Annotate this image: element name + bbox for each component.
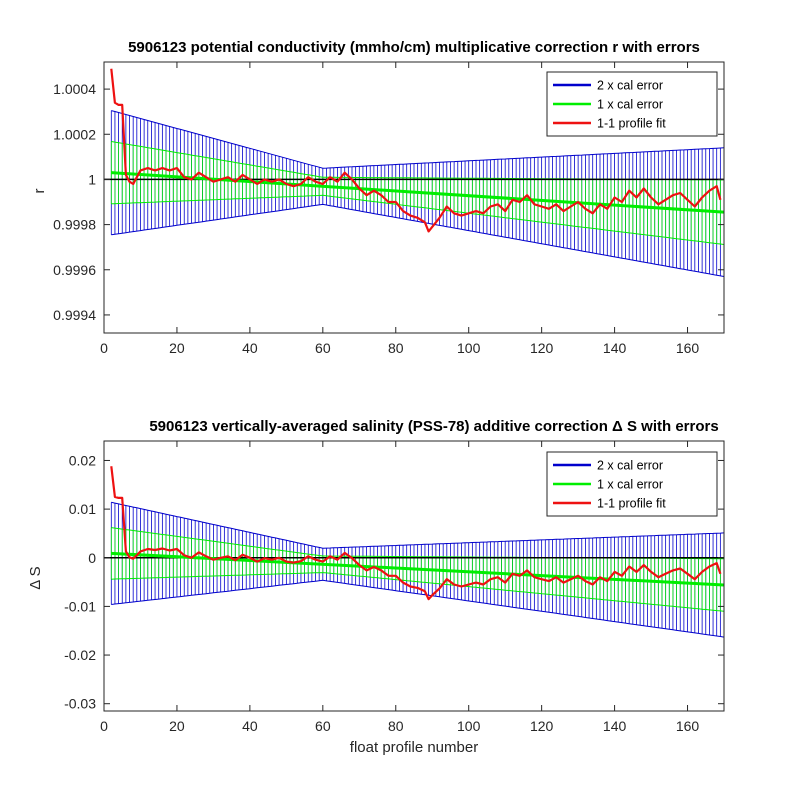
x-tick-label: 80 [388, 718, 404, 734]
x-tick-label: 20 [169, 340, 185, 356]
y-tick-label: 0.9994 [53, 307, 96, 323]
y-tick-label: 0 [88, 550, 96, 566]
x-tick-label: 100 [457, 718, 481, 734]
profile-fit-line [110, 68, 722, 233]
y-tick-label: -0.02 [64, 647, 96, 663]
profile-fit-line [110, 466, 722, 601]
x-tick-label: 60 [315, 718, 331, 734]
x-tick-label: 0 [100, 718, 108, 734]
y-axis-label: Δ S [27, 566, 44, 589]
x-tick-label: 120 [530, 340, 554, 356]
x-tick-label: 40 [242, 340, 258, 356]
y-tick-label: -0.03 [64, 696, 96, 712]
cal-2x-upper-envelope [111, 501, 724, 549]
x-tick-label: 80 [388, 340, 404, 356]
cal-1x-lower-envelope [111, 194, 724, 245]
conductivity-correction-chart: 5906123 potential conductivity (mmho/cm)… [31, 39, 725, 356]
y-axis-label: r [31, 189, 48, 194]
y-tick-label: 1.0004 [53, 81, 96, 97]
legend: 2 x cal error 1 x cal error 1-1 profile fi… [546, 451, 718, 517]
legend-entry: 1-1 profile fit [597, 497, 666, 511]
chart-title: 5906123 vertically-averaged salinity (PS… [149, 418, 718, 435]
x-axis-label: float profile number [350, 739, 478, 756]
cal-2x-lower-envelope [111, 579, 724, 638]
legend: 2 x cal error 1 x cal error 1-1 profile fi… [546, 71, 718, 137]
cal-1x-lower-envelope [111, 572, 724, 612]
axes-frame [103, 440, 725, 712]
legend-entry: 1 x cal error [597, 98, 663, 112]
x-tick-label: 140 [603, 340, 627, 356]
y-tick-label: 0.9996 [53, 262, 96, 278]
x-tick-label: 160 [676, 340, 700, 356]
legend-entry: 2 x cal error [597, 79, 663, 93]
fit-trend-line [111, 171, 724, 214]
x-tick-label: 60 [315, 340, 331, 356]
y-tick-label: 1 [88, 171, 96, 187]
x-tick-label: 120 [530, 718, 554, 734]
chart-title: 5906123 potential conductivity (mmho/cm)… [128, 39, 700, 56]
x-tick-label: 160 [676, 718, 700, 734]
x-tick-label: 100 [457, 340, 481, 356]
salinity-correction-chart: 5906123 vertically-averaged salinity (PS… [27, 418, 725, 756]
y-tick-label: 0.02 [69, 452, 96, 468]
plot-content [104, 466, 724, 638]
legend-entry: 2 x cal error [597, 459, 663, 473]
x-tick-label: 20 [169, 718, 185, 734]
y-tick-label: 0.9998 [53, 217, 96, 233]
y-tick-label: 1.0002 [53, 126, 96, 142]
legend-entry: 1-1 profile fit [597, 117, 666, 131]
plot-content [104, 68, 724, 277]
y-tick-label: -0.01 [64, 598, 96, 614]
x-tick-label: 140 [603, 718, 627, 734]
axes-frame [103, 61, 725, 334]
y-tick-label: 0.01 [69, 501, 96, 517]
cal-2x-upper-envelope [111, 110, 724, 169]
cal-2x-lower-envelope [111, 203, 724, 277]
legend-entry: 1 x cal error [597, 478, 663, 492]
x-tick-label: 40 [242, 718, 258, 734]
x-tick-label: 0 [100, 340, 108, 356]
